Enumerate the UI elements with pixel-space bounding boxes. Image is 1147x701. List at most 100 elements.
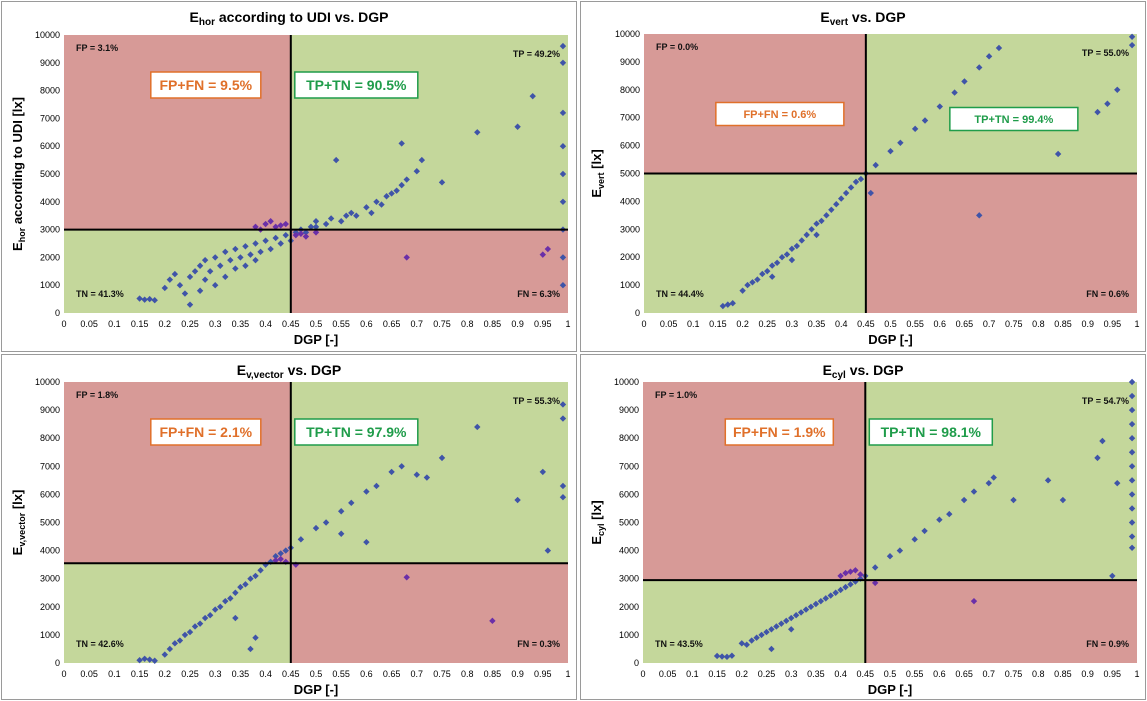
y-tick-label: 4000 [40,546,60,556]
data-point [911,125,919,133]
title-main: E [190,9,199,25]
data-point [338,530,345,537]
data-point [514,496,521,504]
data-point [232,245,239,253]
quadrant-label-tp: TP = 55.3% [513,396,560,406]
y-tick-label: 8000 [40,433,60,443]
data-point [828,206,835,213]
y-tick-label: 4000 [619,546,639,556]
quadrant-fp [64,35,291,230]
quadrant-label-fn: FN = 0.3% [517,639,560,649]
data-point [1094,454,1101,462]
data-point [1054,150,1062,158]
y-tick-label: 6000 [40,489,60,499]
data-point [136,295,143,302]
x-tick-label: 0.55 [332,319,350,329]
data-point [282,231,289,239]
y-tick-label: 8000 [619,433,639,443]
x-tick-label: 0.45 [282,669,300,679]
y-tick-label: 5000 [620,169,640,179]
data-point [277,240,284,247]
title-sub: vert [830,17,849,28]
data-point [418,156,426,164]
data-point [1109,572,1116,580]
quadrant-label-tp: TP = 55.0% [1082,48,1129,58]
data-point [1128,463,1136,470]
fpfn-box-label: FP+FN = 2.1% [160,424,253,440]
x-tick-label: 0.8 [1032,319,1045,329]
ylabel-rest: according to UDI [lx] [10,97,25,228]
data-point [237,583,244,591]
x-tick-label: 0.4 [259,669,272,679]
y-tick-label: 8000 [620,85,640,95]
data-point [743,641,750,648]
quadrant-fp [643,382,866,581]
data-point [852,178,860,186]
x-tick-label: 0 [61,669,66,679]
y-tick-label: 3000 [620,224,640,234]
tptn-box [868,418,994,446]
data-point [768,645,775,653]
y-tick-label: 7000 [619,461,639,471]
data-point [166,276,174,283]
data-point [1128,505,1136,512]
quadrant-label-fp: FP = 0.0% [656,42,698,52]
tptn-box [949,106,1079,132]
data-point [252,256,259,264]
x-tick-label: 0.2 [736,669,749,679]
y-tick-label: 3000 [40,574,60,584]
x-tick-label: 0.75 [1005,669,1023,679]
data-point [196,262,204,269]
x-tick-label: 0.1 [686,669,699,679]
data-point [322,220,330,228]
tptn-box [294,71,419,99]
x-tick-label: 0.05 [80,319,98,329]
fpfn-box [150,418,262,446]
data-point [474,129,481,136]
title-rest: vs. DGP [848,9,906,25]
data-point [1128,533,1136,540]
data-point [151,657,158,664]
x-tick-label: 0.75 [1005,319,1023,329]
data-point [718,653,726,660]
data-point [1128,544,1136,551]
fpfn-box [715,101,845,127]
y-tick-label: 5000 [40,518,60,528]
x-tick-label: 0.15 [131,669,149,679]
chart-title: Ehor according to UDI vs. DGP [190,9,389,28]
data-point [272,234,279,242]
data-point [312,229,320,236]
x-tick-label: 1 [1134,319,1139,329]
data-point [151,297,158,304]
x-tick-label: 0.8 [1032,669,1045,679]
data-point [764,267,771,275]
data-point [217,262,224,269]
data-point [141,296,148,303]
data-point [1128,378,1136,386]
x-tick-label: 0.4 [259,319,272,329]
x-tick-label: 0.1 [108,319,121,329]
title-sub: v,vector [246,370,284,381]
y-tick-label: 1000 [619,630,639,640]
y-tick-label: 4000 [40,197,60,207]
ylabel-main: E [10,242,25,251]
data-point [976,212,983,219]
data-point [348,209,355,217]
data-point [832,589,839,596]
x-tick-label: 0.95 [534,319,552,329]
x-tick-label: 0.1 [687,319,700,329]
data-point [206,612,214,619]
y-tick-label: 5000 [40,169,60,179]
data-point [307,223,315,231]
y-tick-label: 2000 [620,252,640,262]
data-point [474,423,481,431]
y-axis-label: Evert [lx] [589,149,606,197]
data-point [312,223,320,231]
data-point [262,237,269,244]
y-tick-label: 0 [635,308,640,318]
data-point [559,254,567,261]
data-point [403,176,410,183]
quadrant-tp [290,35,568,230]
data-point [196,287,204,294]
quadrant-tp [865,382,1137,581]
